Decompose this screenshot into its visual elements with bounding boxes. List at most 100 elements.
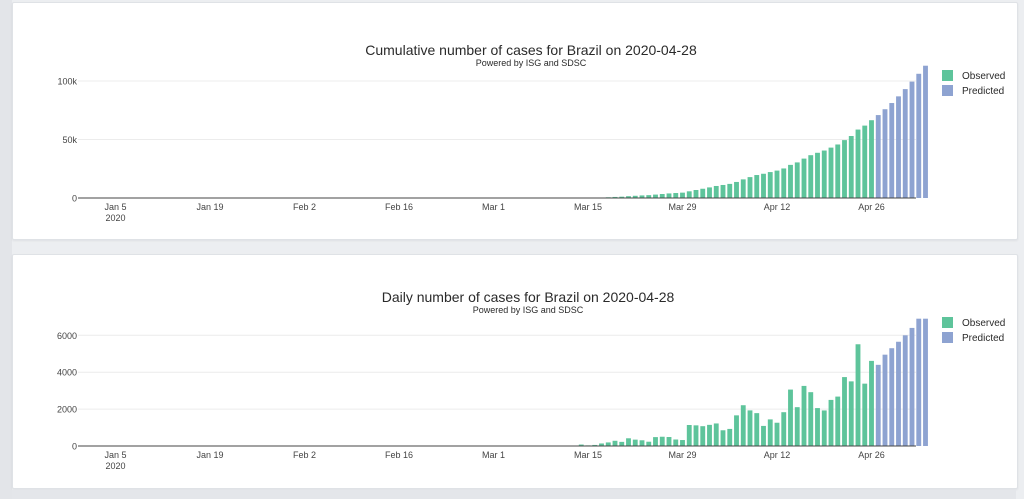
- bar-observed[interactable]: [821, 150, 827, 198]
- bar-observed[interactable]: [605, 442, 611, 446]
- bar-predicted[interactable]: [889, 103, 895, 198]
- bar-observed[interactable]: [855, 129, 861, 198]
- bar-observed[interactable]: [869, 360, 874, 446]
- bar-observed[interactable]: [842, 377, 847, 446]
- bar-observed[interactable]: [693, 190, 699, 198]
- bar-predicted[interactable]: [902, 89, 908, 198]
- bar-observed[interactable]: [612, 440, 618, 446]
- bar-observed[interactable]: [781, 412, 787, 446]
- bar-observed[interactable]: [578, 444, 584, 446]
- bar-observed[interactable]: [794, 407, 800, 446]
- bar-observed[interactable]: [693, 425, 699, 446]
- bar-observed[interactable]: [848, 136, 854, 198]
- bar-predicted[interactable]: [889, 348, 895, 446]
- bar-observed[interactable]: [680, 440, 685, 446]
- bar-observed[interactable]: [767, 172, 773, 198]
- bar-observed[interactable]: [707, 424, 712, 446]
- bar-observed[interactable]: [734, 181, 739, 198]
- bar-observed[interactable]: [720, 430, 726, 446]
- legend-item-observed[interactable]: Observed: [942, 317, 1005, 329]
- bar-observed[interactable]: [808, 392, 814, 446]
- bar-predicted[interactable]: [902, 335, 908, 446]
- bar-observed[interactable]: [653, 437, 658, 446]
- bar-observed[interactable]: [666, 437, 672, 446]
- bar-observed[interactable]: [788, 389, 793, 446]
- bar-observed[interactable]: [740, 405, 746, 446]
- bar-observed[interactable]: [626, 438, 631, 446]
- bar-observed[interactable]: [632, 195, 638, 198]
- bar-observed[interactable]: [774, 422, 780, 446]
- bar-predicted[interactable]: [909, 327, 915, 446]
- bar-observed[interactable]: [808, 155, 814, 198]
- bar-observed[interactable]: [754, 175, 760, 198]
- bar-predicted[interactable]: [882, 354, 888, 446]
- bar-predicted[interactable]: [875, 364, 881, 446]
- bar-observed[interactable]: [761, 173, 766, 198]
- bar-observed[interactable]: [653, 194, 658, 198]
- bar-observed[interactable]: [700, 188, 706, 198]
- bar-observed[interactable]: [781, 168, 787, 198]
- bar-observed[interactable]: [862, 383, 868, 446]
- bar-observed[interactable]: [612, 196, 618, 198]
- bar-observed[interactable]: [747, 177, 753, 198]
- legend-item-predicted[interactable]: Predicted: [942, 332, 1004, 344]
- bar-predicted[interactable]: [916, 318, 922, 446]
- bar-observed[interactable]: [659, 436, 665, 446]
- bar-observed[interactable]: [794, 162, 800, 198]
- bar-predicted[interactable]: [896, 341, 901, 446]
- bar-observed[interactable]: [686, 425, 692, 446]
- bar-observed[interactable]: [828, 147, 834, 198]
- bar-observed[interactable]: [835, 144, 841, 198]
- bar-predicted[interactable]: [923, 318, 928, 446]
- bar-predicted[interactable]: [875, 115, 881, 198]
- bar-observed[interactable]: [727, 428, 733, 446]
- bar-observed[interactable]: [801, 158, 807, 198]
- bar-observed[interactable]: [821, 410, 827, 446]
- bar-observed[interactable]: [740, 179, 746, 198]
- bar-observed[interactable]: [774, 170, 780, 198]
- bar-observed[interactable]: [801, 385, 807, 446]
- bar-observed[interactable]: [842, 140, 847, 198]
- bar-observed[interactable]: [713, 423, 719, 446]
- bar-predicted[interactable]: [882, 109, 888, 198]
- bar-observed[interactable]: [673, 193, 679, 198]
- bar-observed[interactable]: [680, 192, 685, 198]
- bar-predicted[interactable]: [909, 81, 915, 198]
- bar-observed[interactable]: [727, 183, 733, 198]
- bar-observed[interactable]: [815, 408, 820, 446]
- bar-observed[interactable]: [599, 443, 604, 446]
- bar-observed[interactable]: [673, 439, 679, 446]
- bar-observed[interactable]: [700, 426, 706, 446]
- bar-observed[interactable]: [639, 440, 645, 446]
- bar-observed[interactable]: [788, 164, 793, 198]
- bar-observed[interactable]: [659, 194, 665, 198]
- bar-observed[interactable]: [761, 425, 766, 446]
- bar-observed[interactable]: [747, 410, 753, 446]
- bar-observed[interactable]: [666, 193, 672, 198]
- bar-observed[interactable]: [592, 444, 598, 446]
- bar-observed[interactable]: [707, 187, 712, 198]
- legend-item-observed[interactable]: Observed: [942, 70, 1005, 82]
- bar-observed[interactable]: [713, 185, 719, 198]
- bar-observed[interactable]: [848, 381, 854, 446]
- bar-observed[interactable]: [835, 396, 841, 446]
- bar-observed[interactable]: [639, 195, 645, 198]
- bar-predicted[interactable]: [923, 65, 928, 198]
- bar-observed[interactable]: [619, 441, 625, 446]
- bar-observed[interactable]: [815, 152, 820, 198]
- bar-observed[interactable]: [646, 441, 652, 446]
- bar-predicted[interactable]: [916, 73, 922, 198]
- bar-observed[interactable]: [720, 184, 726, 198]
- bar-observed[interactable]: [626, 196, 631, 198]
- bar-observed[interactable]: [646, 195, 652, 198]
- bar-observed[interactable]: [632, 439, 638, 446]
- bar-observed[interactable]: [828, 399, 834, 446]
- bar-observed[interactable]: [734, 415, 739, 446]
- legend-item-predicted[interactable]: Predicted: [942, 85, 1004, 97]
- bar-observed[interactable]: [754, 413, 760, 446]
- bar-predicted[interactable]: [896, 96, 901, 198]
- bar-observed[interactable]: [767, 419, 773, 446]
- bar-observed[interactable]: [855, 344, 861, 446]
- bar-observed[interactable]: [686, 191, 692, 198]
- bar-observed[interactable]: [619, 196, 625, 198]
